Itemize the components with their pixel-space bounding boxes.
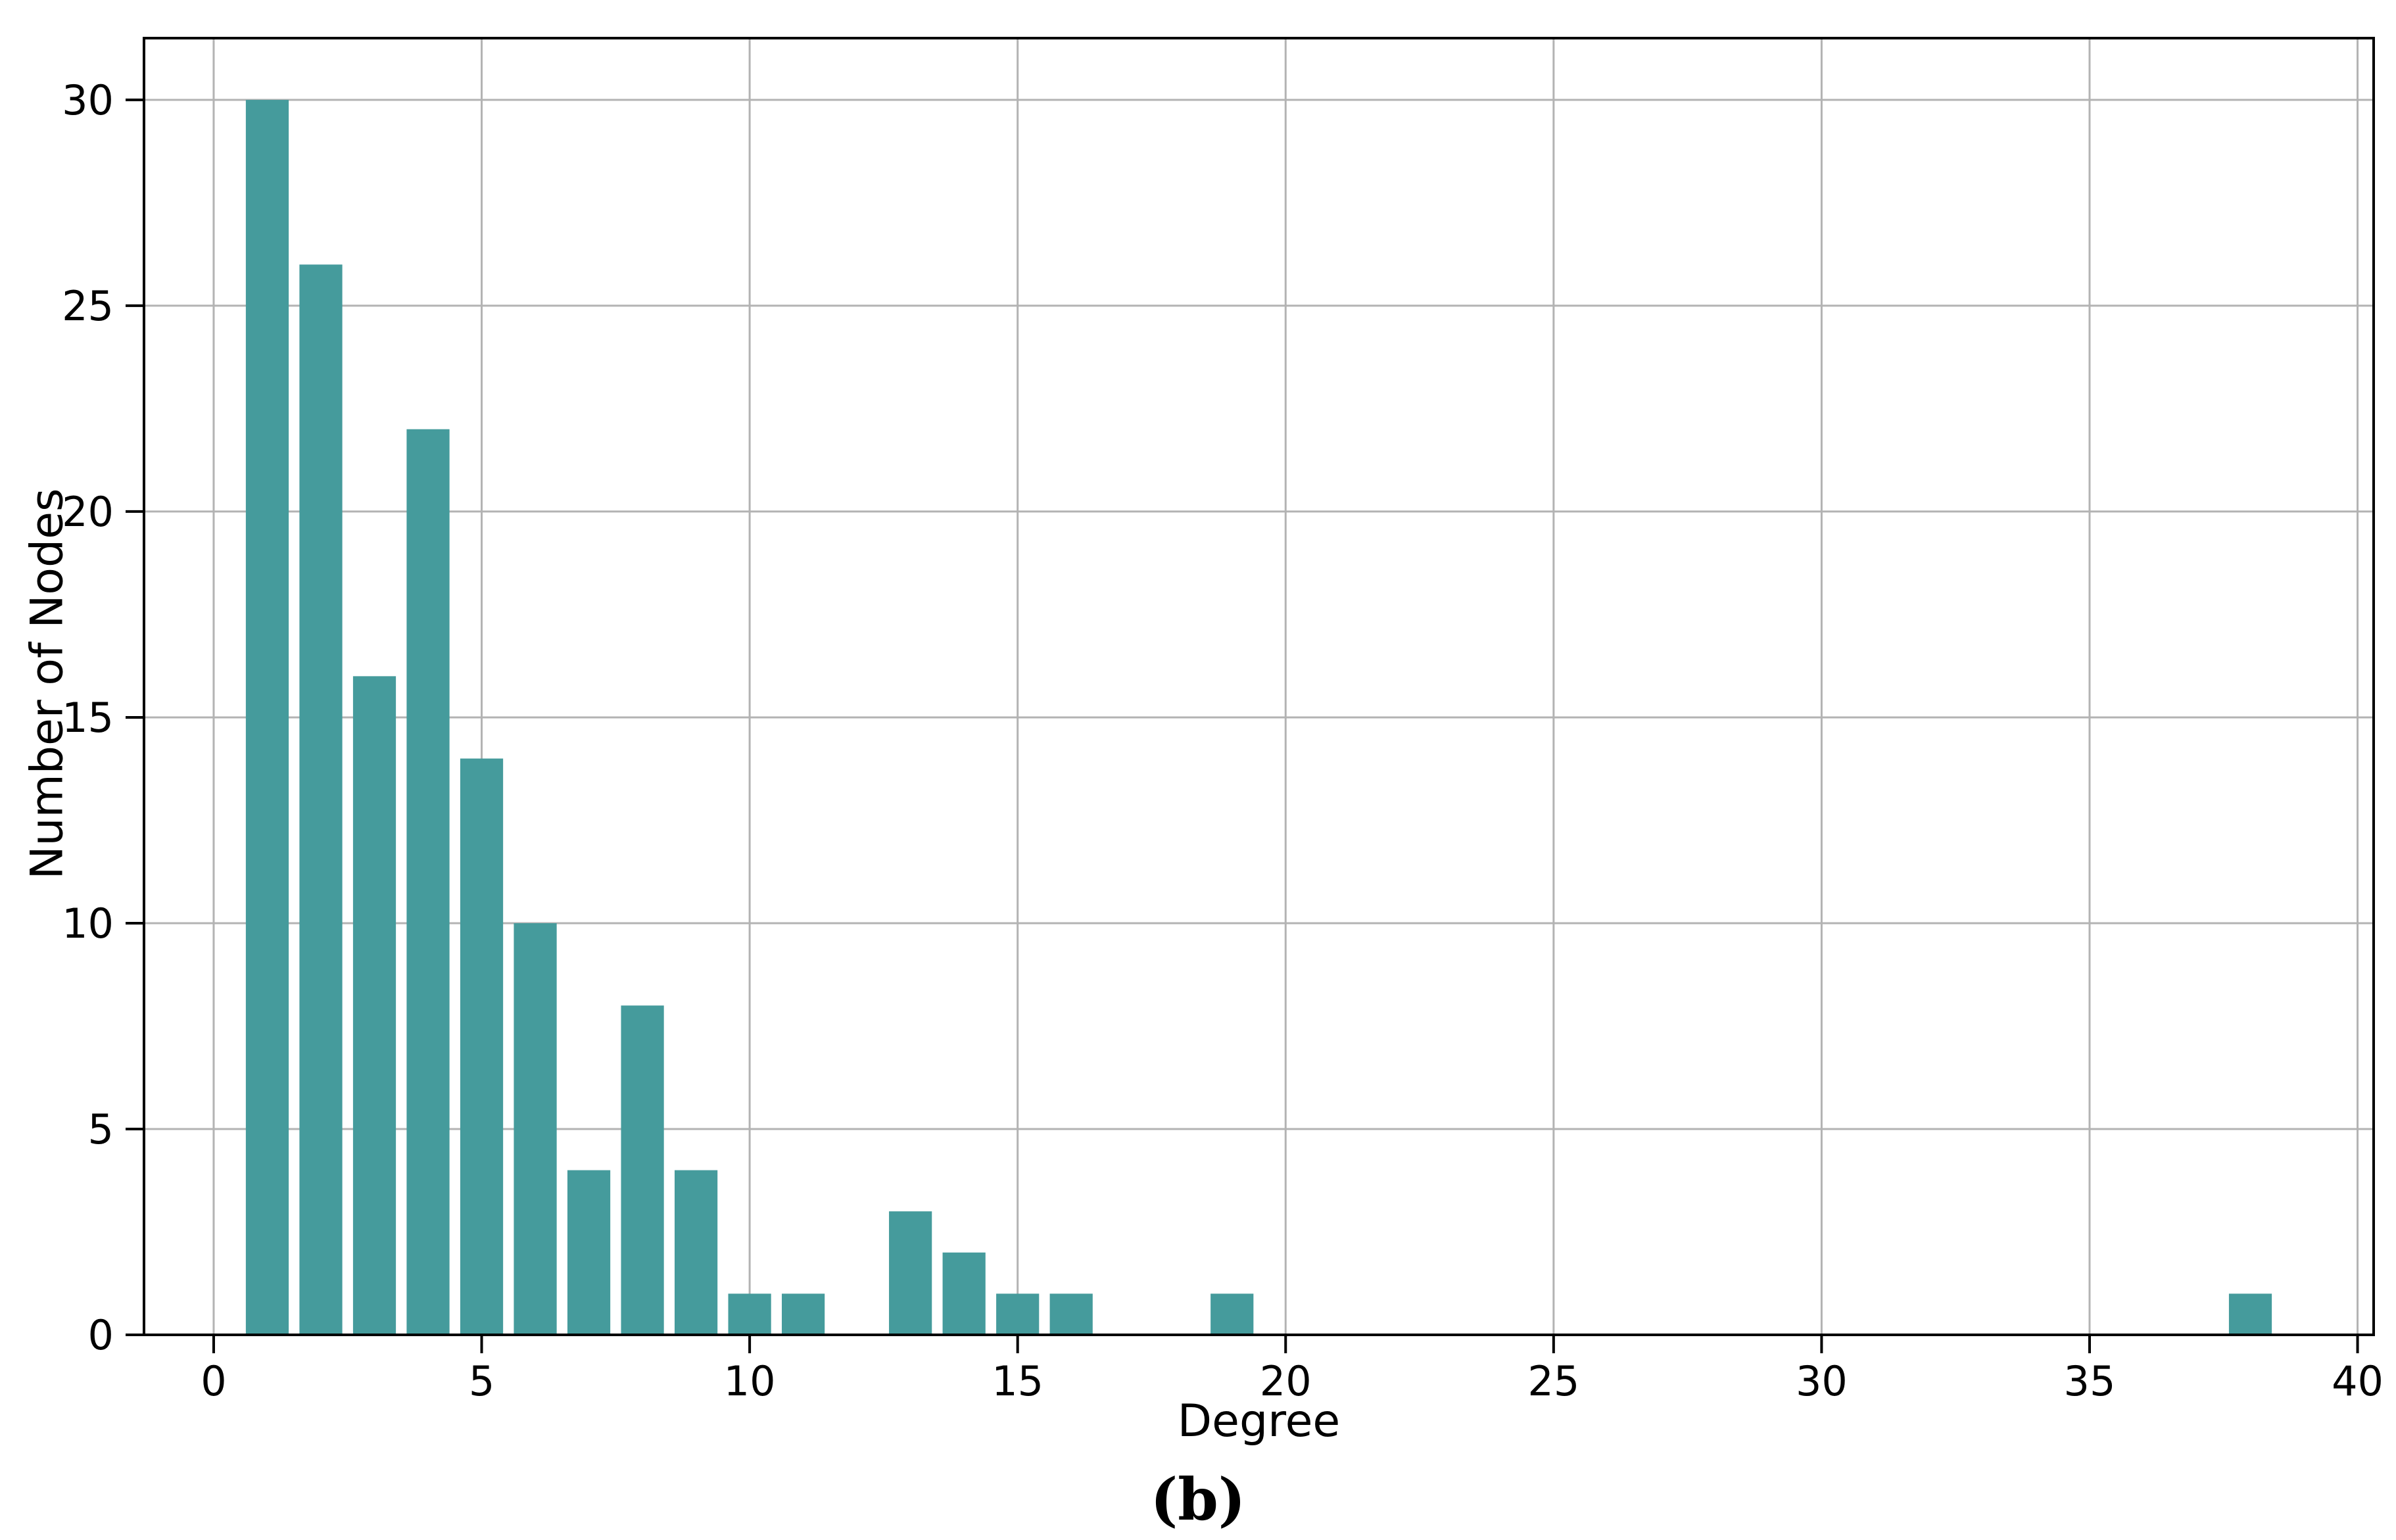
x-tick-label: 10	[724, 1357, 776, 1405]
y-tick-label: 0	[88, 1311, 114, 1359]
y-tick-label: 15	[62, 694, 114, 742]
x-axis-label: Degree	[1177, 1395, 1341, 1447]
y-tick-label: 25	[62, 282, 114, 330]
histogram-bar	[621, 1005, 664, 1335]
histogram-bar	[674, 1170, 718, 1335]
histogram-bar	[728, 1293, 771, 1335]
x-tick-label: 5	[469, 1357, 494, 1405]
x-tick-label: 30	[1796, 1357, 1848, 1405]
histogram-bar	[352, 676, 396, 1335]
y-tick-label: 20	[62, 488, 114, 536]
subfigure-caption: (b)	[1150, 1465, 1246, 1533]
x-tick-label: 40	[2332, 1357, 2384, 1405]
y-axis-label: Number of Nodes	[21, 488, 74, 880]
histogram-bar	[942, 1252, 986, 1335]
y-tick-label: 10	[62, 900, 114, 948]
histogram-bar	[782, 1293, 825, 1335]
x-tick-label: 35	[2064, 1357, 2116, 1405]
histogram-bar	[406, 429, 450, 1335]
y-tick-label: 5	[88, 1105, 114, 1153]
y-tick-label: 30	[62, 76, 114, 124]
histogram-bar	[1210, 1293, 1254, 1335]
histogram-bar	[567, 1170, 611, 1335]
x-tick-label: 0	[201, 1357, 226, 1405]
histogram-bar	[514, 923, 557, 1335]
histogram-bar	[1049, 1293, 1093, 1335]
plot-border	[143, 37, 2375, 1336]
x-tick-label: 20	[1260, 1357, 1312, 1405]
histogram-bar	[2228, 1293, 2272, 1335]
x-tick-label: 25	[1527, 1357, 1579, 1405]
histogram-bar	[889, 1211, 932, 1335]
histogram-bar	[245, 99, 289, 1335]
histogram-bar	[299, 264, 343, 1335]
histogram-bar	[996, 1293, 1040, 1335]
histogram-bar	[460, 758, 504, 1335]
x-tick-label: 15	[992, 1357, 1043, 1405]
